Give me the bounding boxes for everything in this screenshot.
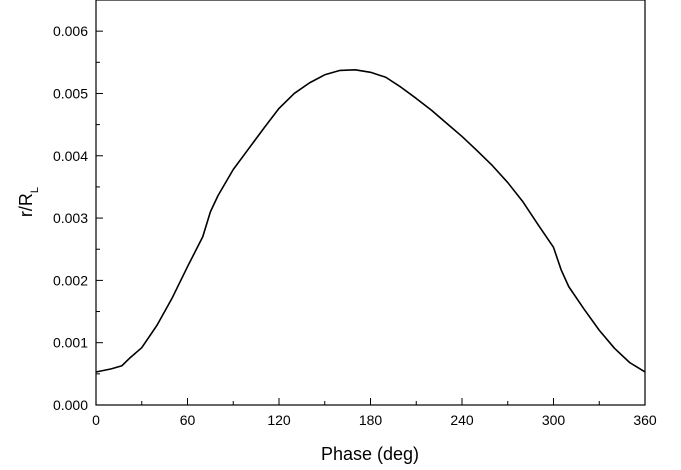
x-tick-label: 240 — [450, 412, 474, 428]
x-tick-label: 300 — [542, 412, 566, 428]
y-tick-label: 0.003 — [53, 210, 88, 226]
x-tick-label: 180 — [359, 412, 383, 428]
x-axis-ticks: 0 60 120 180 240 300 360 — [92, 398, 657, 428]
y-tick-label: 0.004 — [53, 148, 88, 164]
series-line — [95, 68, 646, 373]
x-tick-label: 0 — [92, 412, 100, 428]
y-axis-label-main: r/R — [16, 193, 36, 217]
svg-text:r/RL: r/RL — [16, 187, 41, 217]
x-tick-label: 360 — [633, 412, 657, 428]
plot-frame — [95, 0, 646, 406]
x-axis-label: Phase (deg) — [321, 444, 419, 464]
y-tick-label: 0.000 — [53, 397, 88, 413]
x-tick-label: 120 — [267, 412, 291, 428]
series-group — [95, 68, 646, 373]
y-tick-label: 0.005 — [53, 85, 88, 101]
y-axis-ticks: 0.000 0.001 0.002 0.003 0.004 0.005 0.006 — [53, 23, 103, 413]
y-axis-label: r/RL — [16, 187, 41, 217]
y-tick-label: 0.002 — [53, 272, 88, 288]
y-tick-label: 0.006 — [53, 23, 88, 39]
x-tick-label: 60 — [180, 412, 196, 428]
y-tick-label: 0.001 — [53, 335, 88, 351]
y-axis-label-subscript: L — [29, 187, 41, 193]
